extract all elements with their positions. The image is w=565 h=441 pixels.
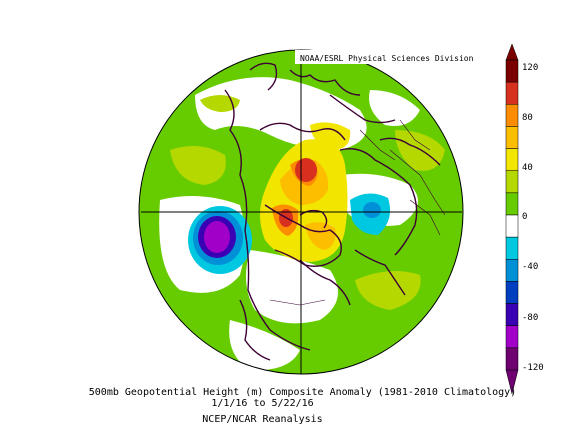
- credit-label: NOAA/ESRL Physical Sciences Division: [300, 54, 474, 63]
- colorbar-segment: [505, 104, 519, 127]
- colorbar-tick-label: -80: [522, 313, 539, 323]
- borders: [269, 119, 446, 306]
- caption-source: NCEP/NCAR Reanalysis: [202, 414, 323, 425]
- colorbar-arrow-bottom: [505, 369, 519, 395]
- neutral-region: [246, 250, 338, 324]
- negative-anomaly-siberia-core: [363, 202, 381, 218]
- neutral-region: [369, 90, 420, 126]
- negative-anomaly-magenta: [204, 221, 230, 253]
- anomaly-patch: [355, 271, 421, 310]
- credit-box: [295, 50, 465, 64]
- colorbar: [505, 43, 519, 395]
- colorbar-segment: [505, 325, 519, 349]
- anomaly-patch: [395, 130, 445, 171]
- colorbar-segment: [505, 303, 519, 326]
- caption-title: 500mb Geopotential Height (m) Composite …: [88, 387, 517, 398]
- positive-anomaly-core: [295, 158, 317, 182]
- colorbar-segment: [505, 148, 519, 171]
- colorbar-segment: [505, 236, 519, 260]
- colorbar-tick-label: 0: [522, 212, 528, 222]
- colorbar-segment: [505, 81, 519, 105]
- colorbar-tick-label: -120: [522, 363, 544, 373]
- colorbar-segment: [505, 59, 519, 83]
- colorbar-segment: [505, 214, 519, 238]
- caption-dates: 1/1/16 to 5/22/16: [211, 398, 314, 409]
- colorbar-segment: [505, 126, 519, 149]
- positive-anomaly-orange: [305, 222, 336, 250]
- colorbar-tick-label: 80: [522, 113, 533, 123]
- colorbar-tick-label: -40: [522, 262, 539, 272]
- colorbar-tick-label: 120: [522, 63, 539, 73]
- colorbar-tick-label: 40: [522, 163, 533, 173]
- colorbar-arrow-top: [505, 43, 519, 61]
- colorbar-segment: [505, 347, 519, 371]
- anomaly-patch: [170, 146, 226, 185]
- colorbar-segment: [505, 170, 519, 194]
- colorbar-segment: [505, 259, 519, 282]
- coastlines: [224, 62, 441, 361]
- colorbar-segment: [505, 192, 519, 216]
- colorbar-segment: [505, 281, 519, 304]
